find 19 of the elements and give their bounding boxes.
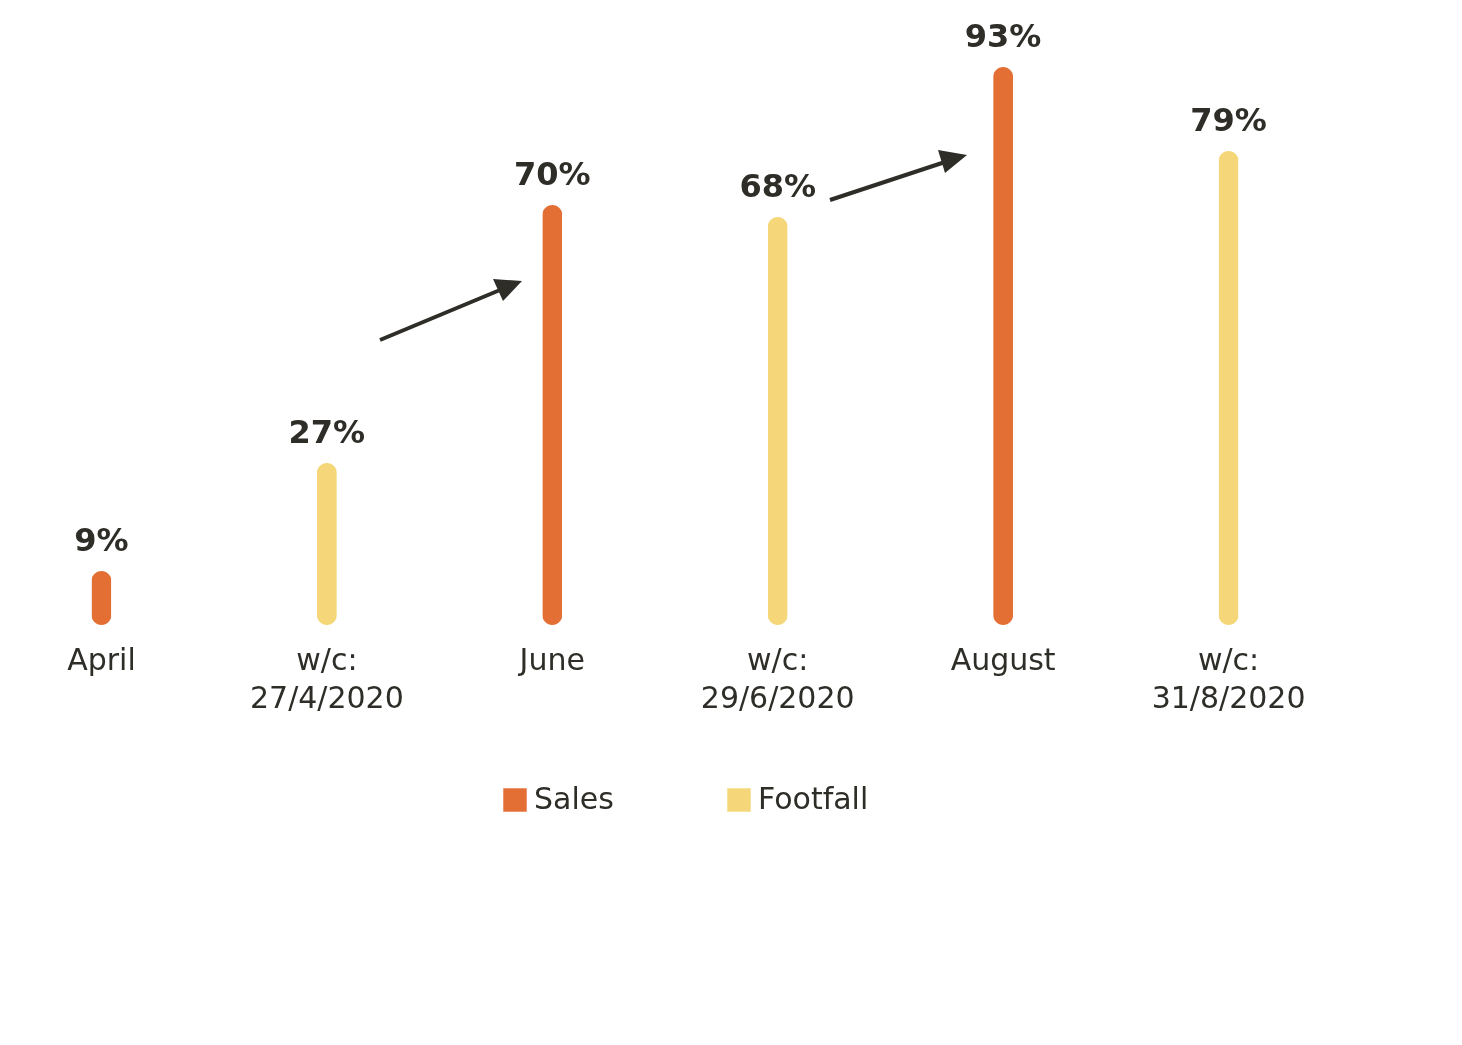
bar [316, 463, 337, 625]
data-label: 79% [1190, 101, 1267, 139]
data-label: 68% [739, 167, 817, 205]
x-tick-label: June [517, 641, 585, 677]
data-label: 27% [288, 413, 366, 451]
x-tick-label: w/c: 27/4/2020 [249, 641, 404, 715]
x-tick-label: w/c: 31/8/2020 [1151, 641, 1306, 715]
x-tick-label: August [950, 641, 1056, 677]
legend-label: Footfall [758, 781, 869, 816]
data-label: 93% [964, 17, 1042, 55]
x-tick-label: w/c: 29/6/2020 [700, 641, 855, 715]
legend-label: Sales [534, 781, 614, 816]
x-tick-label: April [67, 641, 136, 677]
bar [1218, 151, 1239, 625]
bar [542, 205, 563, 625]
bar [767, 217, 788, 625]
data-label: 9% [74, 521, 129, 559]
data-label: 70% [513, 155, 591, 193]
bar [993, 67, 1014, 625]
